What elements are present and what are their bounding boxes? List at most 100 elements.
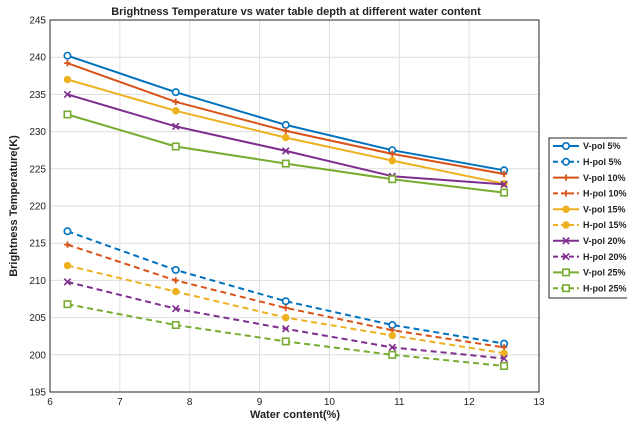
data-point xyxy=(282,304,289,312)
data-point xyxy=(171,122,180,131)
y-tick-label: 235 xyxy=(29,90,46,101)
legend-item: H-pol 25% xyxy=(553,283,627,293)
data-point xyxy=(388,331,396,340)
x-axis-label: Water content(%) xyxy=(250,409,340,421)
data-point xyxy=(171,88,180,97)
data-point xyxy=(388,156,396,165)
legend-label: V-pol 20% xyxy=(583,236,626,246)
x-ticks: 6 7 8 9 10 11 12 13 xyxy=(47,397,545,408)
data-point xyxy=(282,324,290,333)
y-tick-label: 195 xyxy=(29,388,46,399)
data-point xyxy=(282,127,289,135)
series-h-pol-20 xyxy=(63,278,508,363)
y-tick-label: 220 xyxy=(29,202,46,213)
y-tick-label: 230 xyxy=(29,127,46,138)
legend-label: H-pol 10% xyxy=(583,189,627,199)
y-axis-label: Brightness Temperature(K) xyxy=(8,135,20,277)
legend-label: H-pol 15% xyxy=(583,220,627,230)
legend-item: H-pol 15% xyxy=(553,220,627,230)
legend-label: V-pol 5% xyxy=(583,141,621,151)
legend-item: V-pol 15% xyxy=(553,204,626,214)
data-point xyxy=(389,150,396,158)
legend-marker xyxy=(561,142,570,151)
legend: V-pol 5% H-pol 5% V-pol 10% H-pol 10% V-pol … xyxy=(548,137,627,299)
data-point xyxy=(281,120,290,129)
data-point xyxy=(172,107,180,115)
y-tick-label: 210 xyxy=(29,276,46,287)
legend-marker xyxy=(561,268,570,277)
legend-item: H-pol 20% xyxy=(553,252,627,262)
y-tick-label: 245 xyxy=(29,16,46,27)
data-point xyxy=(63,300,72,309)
series-line xyxy=(67,243,505,349)
data-point xyxy=(172,98,179,106)
legend-marker xyxy=(561,284,570,293)
y-tick-label: 240 xyxy=(29,53,46,64)
data-point xyxy=(63,261,72,270)
x-tick-label: 7 xyxy=(117,397,123,408)
x-tick-label: 12 xyxy=(464,397,476,408)
data-point xyxy=(500,354,508,363)
legend-label: V-pol 10% xyxy=(583,173,626,183)
data-point xyxy=(282,147,290,155)
legend-marker xyxy=(562,205,570,213)
y-ticks: 195 200 205 210 215 220 225 230 235 240 245 xyxy=(29,16,46,399)
legend-marker xyxy=(562,190,570,197)
data-point xyxy=(64,241,71,248)
x-tick-label: 11 xyxy=(394,397,405,408)
data-point xyxy=(388,343,397,352)
x-tick-label: 6 xyxy=(47,397,53,408)
data-point xyxy=(282,313,290,322)
data-point xyxy=(282,133,290,142)
legend-marker xyxy=(562,237,570,245)
data-point xyxy=(63,90,72,99)
data-point xyxy=(500,349,508,358)
x-tick-label: 9 xyxy=(257,397,263,408)
legend-label: H-pol 5% xyxy=(583,157,622,167)
plot-frame xyxy=(49,19,540,393)
chart-title: Brightness Temperature vs water table de… xyxy=(111,6,481,18)
x-tick-label: 13 xyxy=(533,397,545,408)
data-point xyxy=(63,110,72,119)
legend-item: V-pol 20% xyxy=(553,236,626,246)
y-tick-label: 200 xyxy=(29,350,46,361)
series-v-pol-10 xyxy=(64,59,508,178)
legend-label: H-pol 25% xyxy=(583,283,627,293)
data-point xyxy=(172,277,179,284)
data-point xyxy=(281,159,290,168)
data-point xyxy=(500,361,509,370)
data-point xyxy=(500,170,508,178)
legend-item: V-pol 10% xyxy=(553,173,626,183)
data-point xyxy=(281,297,290,306)
series-h-pol-15 xyxy=(63,261,508,358)
x-tick-label: 10 xyxy=(324,397,336,408)
data-point xyxy=(63,75,72,84)
data-point xyxy=(500,188,509,197)
legend-item: H-pol 10% xyxy=(553,189,627,199)
legend-marker xyxy=(562,174,570,181)
series-v-pol-20 xyxy=(63,90,508,189)
x-tick-label: 8 xyxy=(187,397,193,408)
series-v-pol-25 xyxy=(63,110,509,197)
series-h-pol-5 xyxy=(63,227,509,348)
data-point xyxy=(281,337,290,346)
data-point xyxy=(63,278,72,286)
data-point xyxy=(63,227,72,236)
data-point xyxy=(171,142,180,151)
legend-label: V-pol 25% xyxy=(583,268,626,278)
legend-marker xyxy=(562,221,570,229)
data-point xyxy=(172,287,180,296)
data-point xyxy=(388,350,397,359)
data-point xyxy=(388,175,397,184)
data-point xyxy=(64,59,71,67)
legend-label: H-pol 20% xyxy=(583,252,627,262)
data-point xyxy=(500,180,508,189)
data-point xyxy=(171,304,180,313)
legend-item: V-pol 25% xyxy=(553,268,626,278)
y-tick-label: 215 xyxy=(29,239,46,250)
data-point xyxy=(63,51,72,60)
legend-marker xyxy=(562,252,570,261)
y-tick-label: 205 xyxy=(29,313,46,324)
legend-label: V-pol 15% xyxy=(583,204,626,214)
